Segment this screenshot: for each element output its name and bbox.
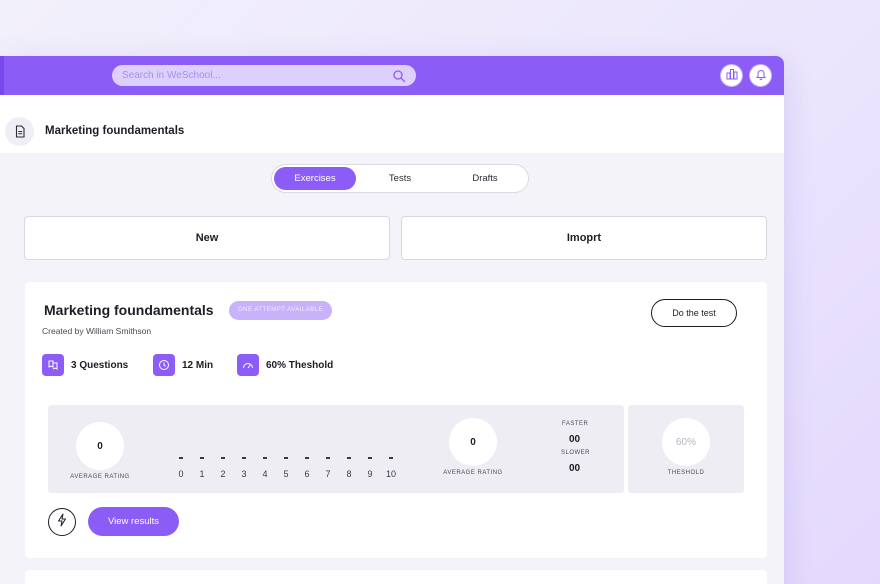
scale-dash bbox=[368, 457, 372, 459]
questions-icon bbox=[42, 354, 64, 376]
stat-questions: 3 Questions bbox=[42, 354, 128, 376]
quick-action-button[interactable] bbox=[48, 508, 76, 536]
scale-dash bbox=[179, 457, 183, 459]
scale-dash bbox=[221, 457, 225, 459]
tab-drafts[interactable]: Drafts bbox=[472, 173, 498, 184]
tab-switcher: Exercises Tests Drafts bbox=[271, 164, 529, 193]
scale-tick-label: 3 bbox=[241, 469, 247, 479]
tab-exercises[interactable]: Exercises bbox=[274, 167, 356, 190]
threshold-value: 60% Theshold bbox=[266, 359, 334, 371]
search-icon[interactable] bbox=[392, 69, 406, 83]
app-window: Marketing foundamentals Exercises Tests … bbox=[0, 56, 784, 584]
search-input[interactable] bbox=[122, 70, 392, 81]
gauge-icon bbox=[237, 354, 259, 376]
duration-value: 12 Min bbox=[182, 359, 214, 371]
scale-tick-label: 9 bbox=[367, 469, 373, 479]
average-rating-right-label: AVERAGE RATING bbox=[443, 470, 503, 476]
next-course-card bbox=[25, 570, 767, 584]
scale-dash bbox=[389, 457, 393, 459]
stat-duration: 12 Min bbox=[153, 354, 213, 376]
threshold-panel: 60% THESHOLD bbox=[628, 405, 744, 493]
course-title: Marketing foundamentals bbox=[44, 302, 214, 318]
top-bar bbox=[0, 56, 784, 95]
lightning-icon bbox=[56, 513, 68, 532]
average-rating-left-label: AVERAGE RATING bbox=[70, 474, 130, 480]
threshold-circle: 60% bbox=[662, 418, 710, 466]
scale-tick-label: 10 bbox=[385, 469, 396, 479]
scale-dash bbox=[200, 457, 204, 459]
clock-icon bbox=[153, 354, 175, 376]
chart-icon bbox=[726, 67, 738, 85]
faster-value: 00 bbox=[569, 434, 581, 445]
scale-dash bbox=[242, 457, 246, 459]
scale-dash bbox=[263, 457, 267, 459]
slower-label: SLOWER bbox=[561, 450, 591, 456]
stat-threshold: 60% Theshold bbox=[237, 354, 333, 376]
questions-count: 3 Questions bbox=[71, 359, 129, 371]
scale-tick-label: 7 bbox=[325, 469, 331, 479]
scale-tick-label: 1 bbox=[199, 469, 205, 479]
faster-label: FASTER bbox=[562, 421, 589, 427]
scale-tick-label: 8 bbox=[346, 469, 352, 479]
topbar-edge bbox=[0, 56, 4, 95]
do-test-button[interactable]: Do the test bbox=[651, 299, 737, 327]
page-header: Marketing foundamentals bbox=[0, 95, 784, 153]
scale-dash bbox=[326, 457, 330, 459]
tab-tests[interactable]: Tests bbox=[388, 173, 412, 184]
page-title: Marketing foundamentals bbox=[45, 125, 185, 137]
bell-icon bbox=[755, 67, 767, 85]
scale-dash bbox=[305, 457, 309, 459]
status-badge: ONE ATTEMPT AVAILABLE bbox=[229, 301, 333, 320]
import-button[interactable]: Imoprt bbox=[401, 216, 767, 260]
scale-tick-label: 0 bbox=[178, 469, 184, 479]
scale-dash bbox=[284, 457, 288, 459]
scale-tick-label: 6 bbox=[304, 469, 310, 479]
scale-dash bbox=[347, 457, 351, 459]
course-card: Marketing foundamentals ONE ATTEMPT AVAI… bbox=[25, 282, 767, 558]
scale-tick-label: 5 bbox=[283, 469, 289, 479]
notifications-button[interactable] bbox=[749, 64, 772, 87]
document-icon bbox=[5, 117, 34, 146]
new-button[interactable]: New bbox=[24, 216, 390, 260]
average-rating-right: 0 bbox=[449, 418, 497, 466]
stats-button[interactable] bbox=[720, 64, 743, 87]
scale-tick-label: 4 bbox=[262, 469, 268, 479]
scale-tick-label: 2 bbox=[220, 469, 226, 479]
results-panel: 0 AVERAGE RATING 0 1 2 3 4 5 6 7 8 9 10 0 AVERAGE … bbox=[48, 405, 624, 493]
threshold-label: THESHOLD bbox=[667, 470, 705, 476]
view-results-button[interactable]: View results bbox=[88, 507, 179, 536]
average-rating-left: 0 bbox=[76, 422, 124, 470]
search-box[interactable] bbox=[112, 65, 416, 86]
course-creator: Created by William Smithson bbox=[42, 326, 152, 336]
slower-value: 00 bbox=[569, 463, 581, 474]
